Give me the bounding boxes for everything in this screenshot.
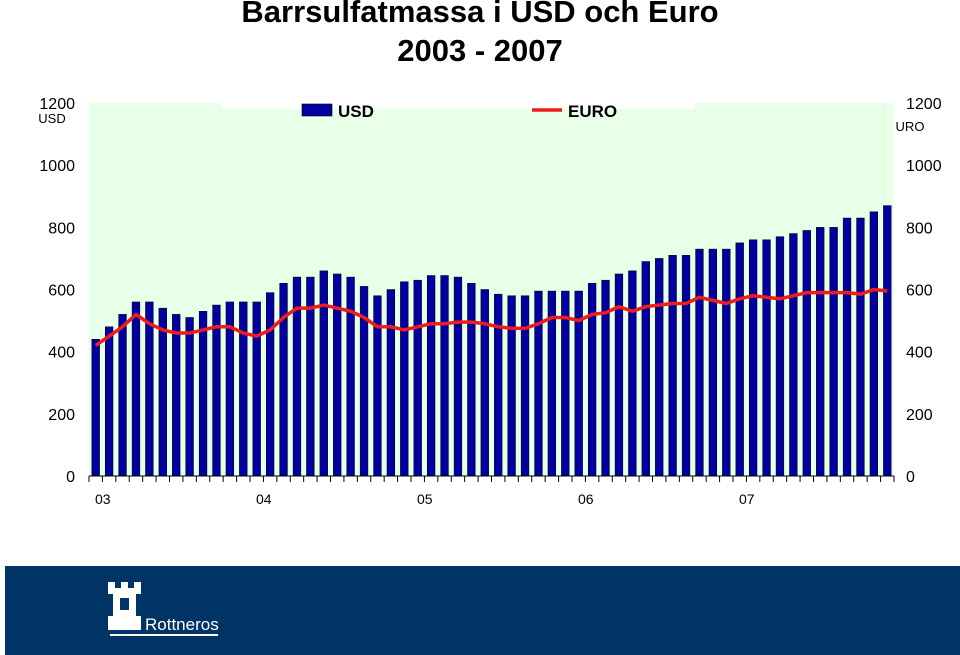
usd-bar	[480, 289, 489, 477]
usd-bar	[775, 236, 785, 477]
usd-bar	[695, 248, 704, 477]
usd-bar	[413, 279, 422, 477]
right-y-tick-label: 200	[906, 407, 933, 424]
usd-bar	[453, 276, 463, 477]
usd-bar	[467, 283, 476, 477]
right-y-tick-label: 600	[906, 283, 933, 300]
usd-bar	[869, 211, 879, 477]
usd-bar	[440, 275, 449, 477]
usd-bar	[668, 255, 677, 477]
usd-bar	[802, 230, 811, 477]
right-axis-label: URO	[896, 119, 925, 134]
usd-bar	[842, 217, 852, 477]
usd-bar	[373, 295, 382, 477]
usd-bar	[829, 227, 838, 477]
usd-bar	[735, 242, 744, 477]
usd-bar	[185, 317, 194, 477]
usd-bar	[628, 270, 637, 477]
usd-bar	[507, 295, 516, 477]
usd-bar	[145, 301, 154, 477]
usd-bar	[426, 275, 436, 477]
usd-bar	[118, 314, 127, 477]
usd-bar	[212, 304, 221, 477]
left-y-tick-label: 1200	[39, 96, 75, 113]
legend-euro-label: EURO	[568, 102, 617, 121]
legend-usd-label: USD	[338, 102, 374, 121]
usd-bar	[104, 326, 114, 477]
usd-bar	[762, 239, 771, 477]
usd-bar	[265, 292, 275, 477]
usd-bar	[198, 311, 208, 477]
left-y-tick-labels: 0 200 400 600 800 1000 1200	[39, 96, 75, 486]
right-y-tick-label: 1200	[906, 96, 942, 113]
logo-underline	[110, 634, 218, 636]
chart-title: Barrsulfatmassa i USD och Euro	[241, 0, 719, 29]
usd-bar	[748, 239, 758, 477]
usd-bars	[91, 205, 892, 477]
brand-name: Rottneros	[145, 615, 219, 634]
usd-bar	[239, 301, 248, 477]
x-tick-label: 04	[256, 491, 272, 507]
usd-bar	[614, 273, 624, 477]
legend-usd-swatch	[301, 103, 333, 117]
usd-bar	[172, 314, 181, 477]
left-y-tick-label: 0	[66, 469, 75, 486]
usd-bar	[641, 261, 650, 477]
left-y-tick-label: 200	[48, 407, 75, 424]
euro-series-line	[94, 287, 888, 347]
x-tick-label: 06	[578, 491, 594, 507]
usd-bar	[722, 248, 731, 477]
usd-bar	[346, 276, 355, 477]
legend: USD EURO	[222, 97, 695, 121]
left-y-tick-label: 1000	[39, 158, 75, 175]
x-axis-ticks: 03 04 05 06 07	[88, 476, 895, 507]
usd-bar	[386, 289, 396, 477]
usd-bar	[789, 233, 798, 477]
left-y-tick-label: 800	[48, 220, 75, 237]
usd-bar	[91, 338, 100, 477]
usd-bar	[587, 283, 597, 477]
plot-area	[89, 103, 894, 476]
usd-bar	[655, 258, 664, 477]
right-y-tick-labels: 0 200 400 600 800 1000 1200	[906, 96, 942, 486]
usd-bar	[883, 205, 892, 477]
usd-bar	[158, 307, 167, 477]
left-y-tick-label: 400	[48, 345, 75, 362]
chart-subtitle: 2003 - 2007	[397, 33, 563, 68]
x-tick-label: 07	[739, 491, 755, 507]
usd-bar	[333, 273, 342, 477]
right-y-tick-label: 1000	[906, 158, 942, 175]
x-tick-label: 03	[95, 491, 111, 507]
right-y-tick-label: 400	[906, 345, 933, 362]
castle-tower-icon	[108, 582, 141, 630]
left-axis-label: USD	[38, 111, 65, 126]
usd-bar	[816, 227, 825, 477]
right-y-tick-label: 0	[906, 469, 915, 486]
usd-bar	[279, 283, 288, 477]
usd-bar	[681, 255, 691, 477]
usd-bar	[494, 293, 503, 477]
usd-bar	[534, 290, 543, 477]
bar-line-chart: 03 04 05 06 07 0 200 400 600 800 1000 1200 0 200 400…	[38, 96, 942, 507]
usd-bar	[708, 248, 718, 477]
usd-bar	[319, 270, 328, 477]
usd-bar	[601, 279, 610, 477]
footer-band	[5, 566, 960, 655]
usd-bar	[520, 295, 530, 477]
usd-bar	[400, 281, 409, 477]
usd-bar	[252, 301, 261, 477]
left-y-tick-label: 600	[48, 283, 75, 300]
right-y-tick-label: 800	[906, 220, 933, 237]
x-tick-label: 05	[417, 491, 433, 507]
usd-bar	[856, 217, 865, 477]
usd-bar	[131, 301, 141, 477]
